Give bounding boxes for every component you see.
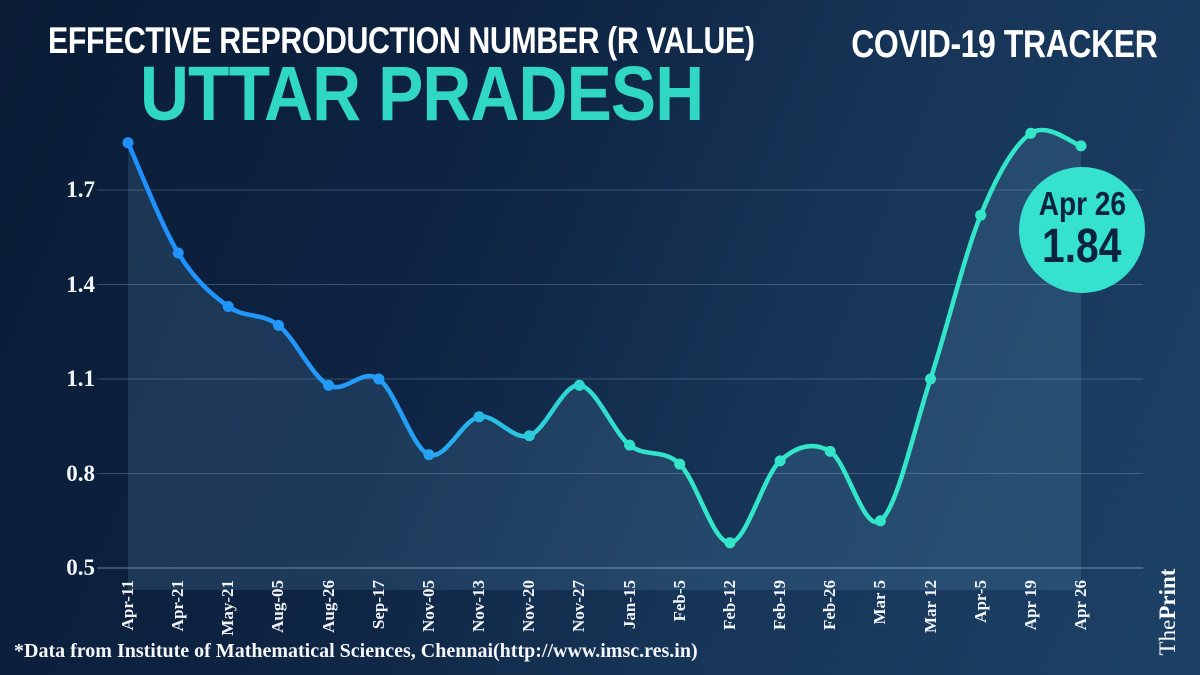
data-point-marker	[674, 458, 686, 470]
data-point-marker	[1025, 127, 1037, 139]
latest-value-badge: Apr 26 1.84	[1019, 167, 1145, 293]
data-point-marker	[323, 379, 335, 391]
data-point-marker	[1075, 140, 1087, 152]
data-point-marker	[624, 439, 636, 451]
tracker-label-text: COVID-19 TRACKER	[850, 23, 1158, 66]
brand-the: The	[1155, 619, 1180, 656]
data-point-marker	[724, 537, 736, 549]
r-value-area-fill	[128, 129, 1081, 590]
data-point-marker	[423, 449, 435, 461]
tracker-label: COVID-19 TRACKER	[784, 23, 1158, 66]
x-axis-tick-label: Mar 5	[870, 580, 890, 625]
y-axis-tick-label: 1.7	[66, 177, 95, 202]
data-point-marker	[925, 373, 936, 385]
callout-date: Apr 26	[1038, 185, 1126, 223]
callout-value: 1.84	[1042, 220, 1122, 274]
y-axis-tick-label: 1.1	[66, 366, 95, 391]
data-point-marker	[523, 430, 535, 442]
x-axis-tick-label: Feb-19	[770, 580, 790, 631]
data-point-marker	[573, 379, 585, 391]
data-point-marker	[122, 137, 134, 149]
y-axis-tick-label: 1.4	[66, 271, 95, 297]
y-axis-tick-label: 0.8	[66, 460, 95, 486]
data-point-marker	[373, 373, 385, 385]
data-point-marker	[473, 411, 485, 423]
data-point-marker	[824, 445, 836, 457]
data-point-marker	[222, 301, 234, 312]
y-axis-tick-label: 0.5	[66, 555, 95, 580]
data-point-marker	[172, 247, 184, 259]
page-title: EFFECTIVE REPRODUCTION NUMBER (R VALUE)	[48, 22, 910, 59]
source-note: *Data from Institute of Mathematical Sci…	[14, 640, 698, 662]
x-axis-tick-label: Apr-5	[970, 580, 990, 623]
x-axis-tick-label: Feb-26	[820, 580, 840, 631]
data-point-marker	[273, 319, 284, 331]
data-point-marker	[774, 455, 786, 467]
state-title-text: UTTAR PRADESH	[140, 51, 704, 137]
x-axis-tick-label: Apr 19	[1020, 580, 1040, 631]
x-axis-tick-label: Mar 12	[920, 580, 940, 634]
brand-print: Print	[1155, 568, 1180, 620]
x-axis-tick-label: Feb-12	[719, 580, 739, 631]
state-title: UTTAR PRADESH	[140, 56, 780, 133]
theprint-logo: ThePrint	[1155, 557, 1181, 667]
data-point-marker	[874, 515, 886, 527]
data-point-marker	[975, 209, 987, 221]
page-title-text: EFFECTIVE REPRODUCTION NUMBER (R VALUE)	[48, 20, 755, 61]
x-axis-tick-label: Apr 26	[1071, 580, 1090, 631]
